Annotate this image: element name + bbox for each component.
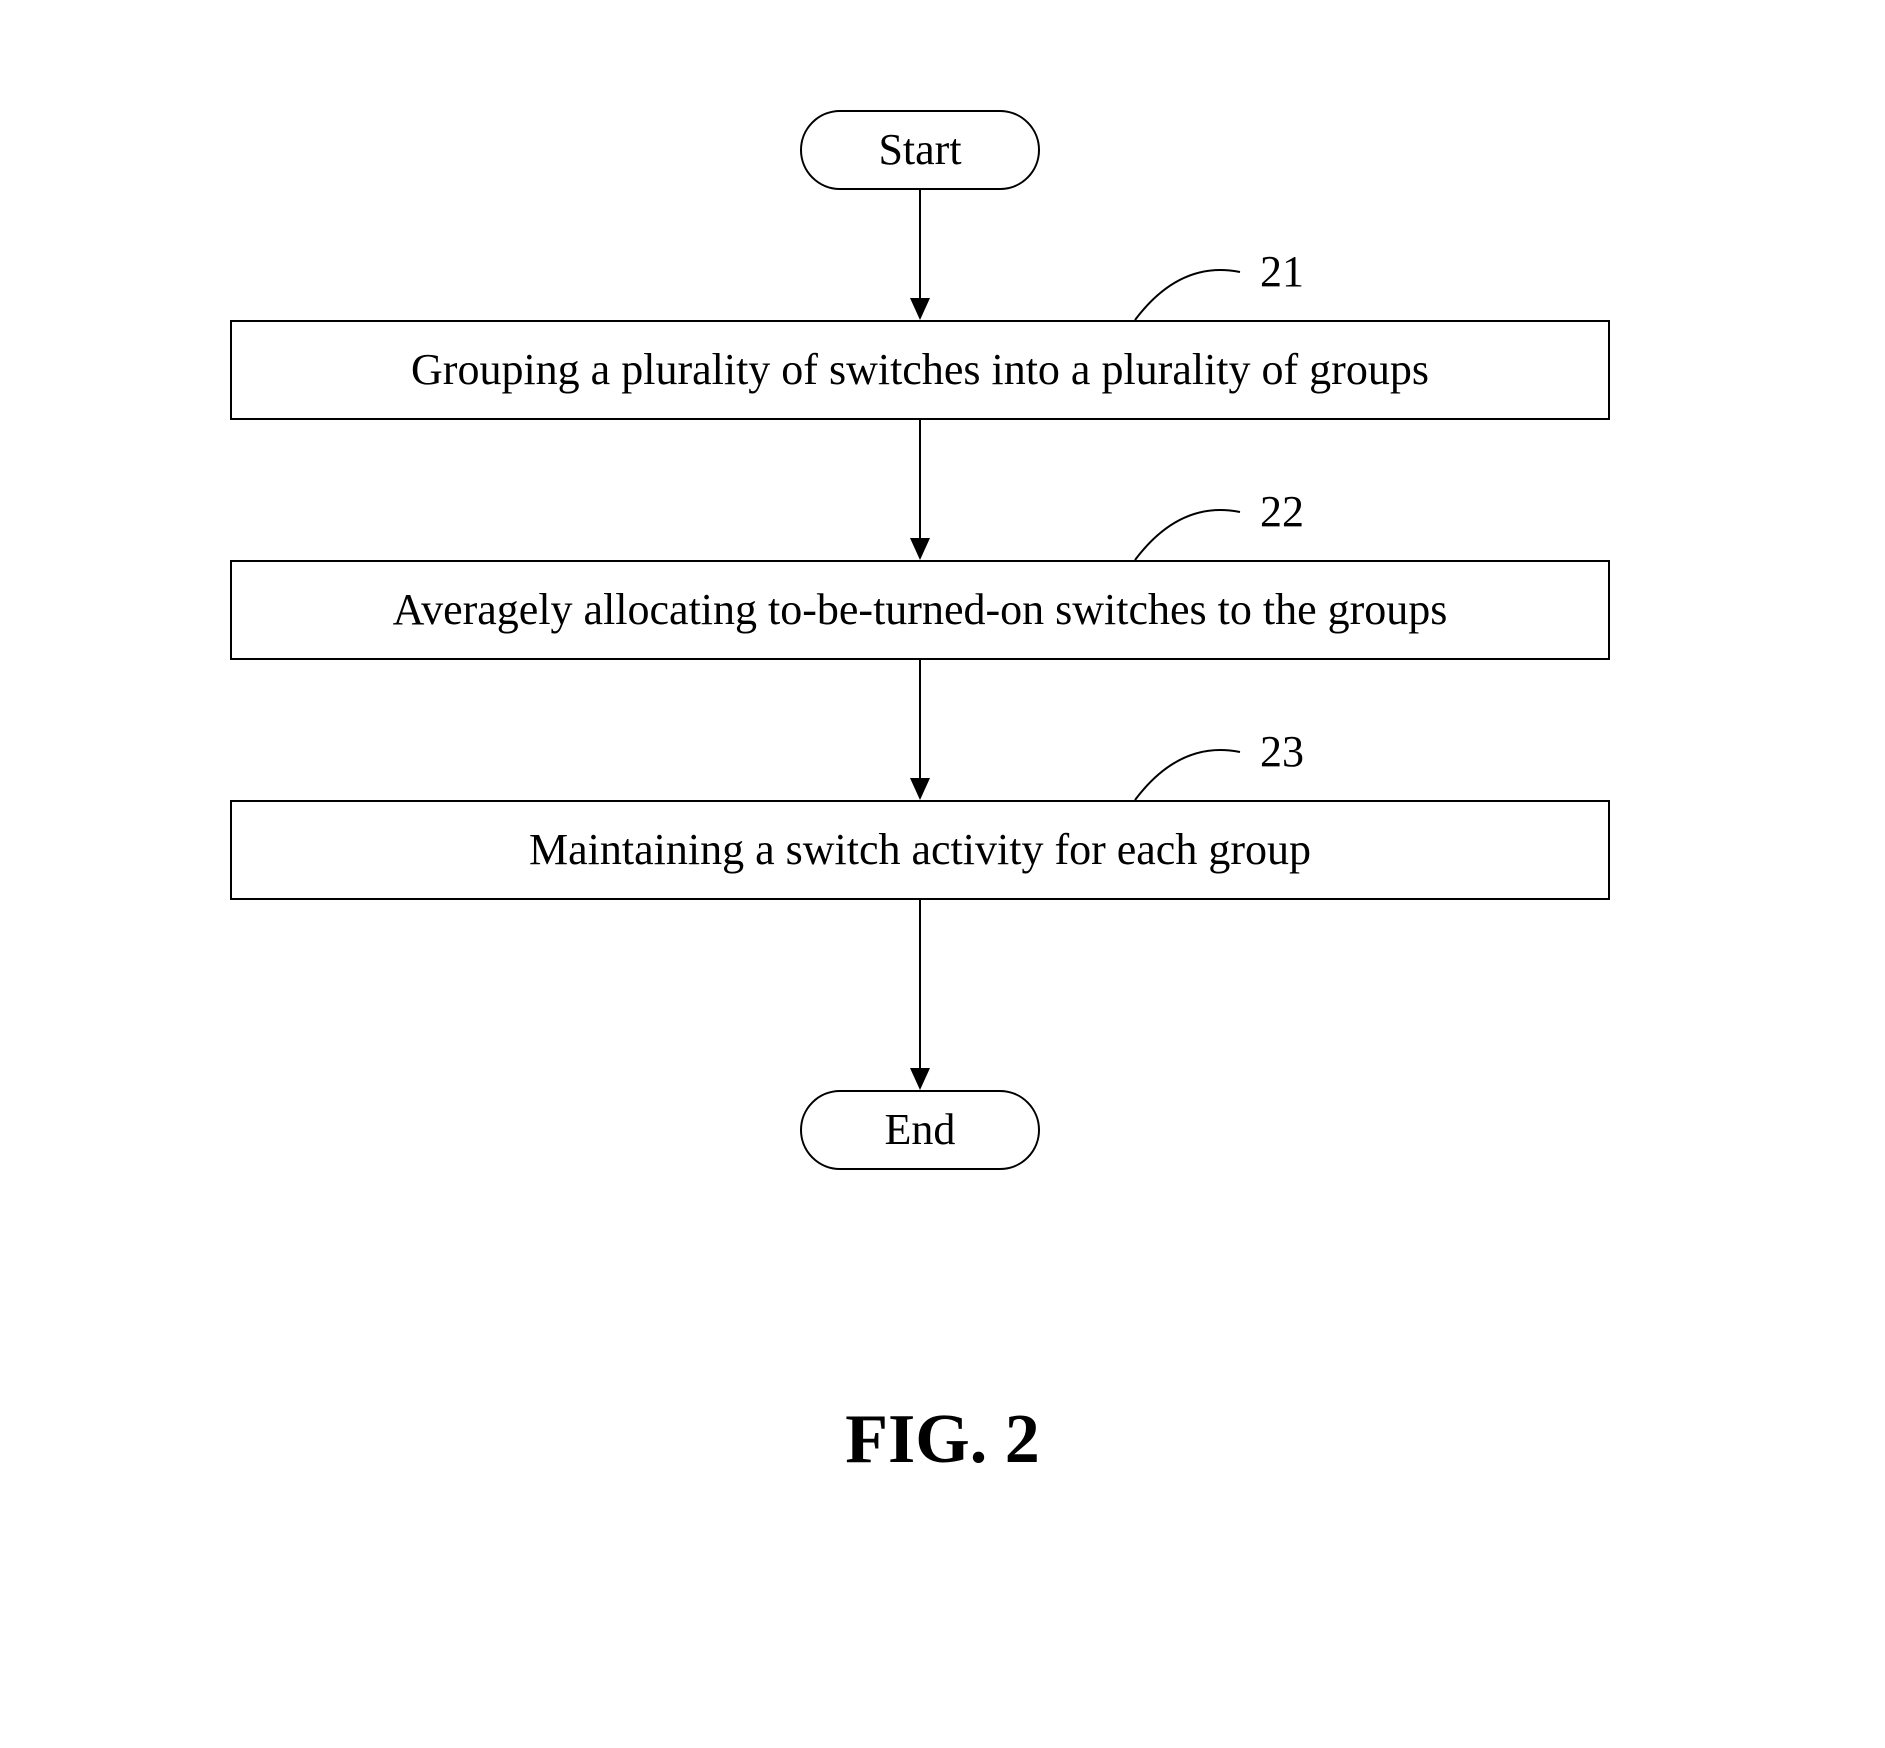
flowchart-canvas: Start Grouping a plurality of switches i… [0,0,1885,1748]
end-node: End [800,1090,1040,1170]
process-node-21: Grouping a plurality of switches into a … [230,320,1610,420]
process-23-label: Maintaining a switch activity for each g… [529,826,1311,874]
leader-23 [1135,750,1240,800]
process-node-23: Maintaining a switch activity for each g… [230,800,1610,900]
ref-label-21: 21 [1260,250,1304,294]
process-node-22: Averagely allocating to-be-turned-on swi… [230,560,1610,660]
figure-caption: FIG. 2 [0,1400,1885,1480]
end-label: End [885,1106,956,1154]
arrow-22-to-23 [910,660,930,800]
process-22-label: Averagely allocating to-be-turned-on swi… [393,586,1448,634]
leader-22 [1135,510,1240,560]
start-node: Start [800,110,1040,190]
process-21-label: Grouping a plurality of switches into a … [411,346,1429,394]
ref-label-23: 23 [1260,730,1304,774]
arrow-23-to-end [910,900,930,1090]
ref-label-22: 22 [1260,490,1304,534]
start-label: Start [878,126,961,174]
arrow-start-to-21 [910,190,930,320]
leader-21 [1135,270,1240,320]
arrow-21-to-22 [910,420,930,560]
